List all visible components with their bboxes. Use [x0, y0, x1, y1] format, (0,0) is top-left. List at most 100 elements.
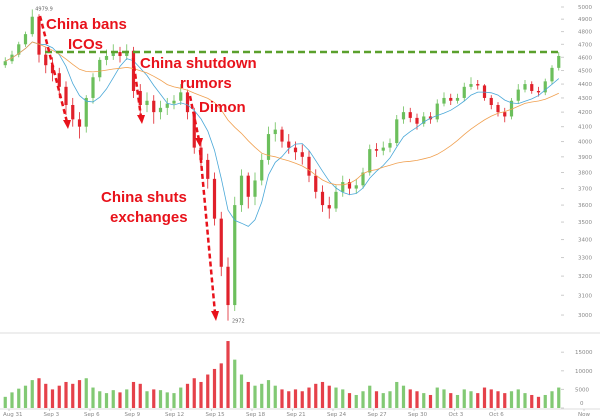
y-tick-label: 3700	[578, 187, 592, 193]
y-tick-label: 4300	[578, 96, 592, 102]
candle-body	[17, 44, 21, 55]
candle-body	[84, 97, 88, 127]
volume-bar	[334, 387, 338, 408]
volume-bar	[381, 393, 385, 408]
candle-body	[496, 104, 500, 113]
candle-body	[125, 50, 129, 56]
candle-body	[368, 149, 372, 173]
volume-bar	[408, 389, 412, 408]
arrowhead-icon	[211, 311, 219, 321]
x-tick-label: Sep 6	[84, 412, 100, 417]
arrowhead-icon	[137, 115, 145, 124]
y-tick-label: 4600	[578, 55, 592, 61]
volume-bar	[17, 388, 21, 408]
volume-bar	[138, 383, 142, 408]
candle-body	[509, 100, 514, 117]
candle-body	[543, 81, 547, 93]
arrowhead-icon	[195, 138, 203, 147]
x-tick-label: Sep 21	[287, 412, 306, 417]
volume-bar	[199, 381, 203, 408]
candle-body	[77, 119, 82, 127]
y-tick-label: 4900	[578, 17, 592, 23]
volume-tick-label: 10000	[575, 369, 593, 375]
y-tick-label: 3200	[578, 274, 592, 280]
annotation-china-bans-icos-line2: ICOs	[68, 36, 103, 53]
candle-body	[401, 112, 406, 120]
candle-body	[44, 54, 48, 66]
candle-body	[260, 159, 264, 181]
volume-bar	[179, 387, 183, 408]
x-tick-label: Sep 3	[44, 412, 60, 417]
candle-body	[266, 134, 271, 160]
y-tick-label: 3900	[578, 155, 592, 161]
candle-body	[530, 84, 534, 91]
volume-bar	[449, 393, 453, 408]
x-tick-label: Sep 18	[246, 412, 266, 417]
candle-body	[503, 112, 507, 117]
candle-body	[415, 117, 419, 124]
candle-body	[307, 156, 311, 176]
y-tick-label: 3600	[578, 203, 592, 209]
candle-body	[449, 97, 453, 101]
candle-body	[442, 97, 446, 104]
volume-bar	[341, 389, 345, 408]
volume-bar	[503, 393, 507, 408]
volume-bar	[300, 391, 304, 408]
x-tick-label: Oct 6	[489, 412, 504, 417]
volume-bar	[557, 387, 561, 408]
candle-body	[98, 59, 102, 78]
volume-bar	[239, 374, 244, 408]
candle-body	[50, 65, 55, 74]
candle-body	[253, 180, 257, 197]
volume-bar	[496, 391, 500, 408]
candle-body	[23, 34, 28, 45]
volume-bar	[212, 368, 217, 408]
candle-body	[226, 266, 230, 306]
y-tick-label: 3100	[578, 293, 592, 299]
candle-body	[354, 185, 358, 189]
candle-body	[476, 84, 480, 86]
candles	[3, 9, 561, 321]
volume-bar	[37, 378, 41, 408]
candle-body	[462, 86, 466, 98]
volume-bar	[327, 385, 331, 408]
x-tick-label: Sep 15	[206, 412, 226, 417]
candle-body	[489, 97, 493, 105]
moving-averages	[5, 41, 560, 227]
low-label: 2972	[232, 319, 245, 325]
volume-bar	[71, 383, 75, 408]
volume-bar	[152, 389, 156, 408]
volume-bar	[185, 383, 190, 408]
volume-bar	[260, 383, 264, 408]
y-tick-label: 4700	[578, 42, 592, 48]
candle-body	[388, 143, 392, 148]
candle-body	[111, 52, 115, 56]
volume-bar	[368, 385, 372, 408]
volume-bar	[206, 374, 210, 408]
candle-body	[91, 77, 95, 98]
annotation-china-shutdown-rumors-line2: rumors	[180, 75, 232, 92]
annotation-china-shuts-exchanges: China shuts	[101, 189, 187, 206]
x-tick-label: Sep 9	[125, 412, 141, 417]
x-tick-label: Sep 30	[408, 412, 428, 417]
volume-bar	[374, 391, 379, 408]
candle-body	[408, 112, 412, 118]
candle-body	[395, 119, 399, 144]
volume-bar	[64, 381, 68, 408]
volume-bar	[77, 380, 82, 408]
candle-body	[118, 52, 122, 56]
volume-bar	[57, 385, 61, 408]
volume-bar	[118, 392, 122, 408]
candle-body	[71, 104, 75, 120]
y-tick-label: 4800	[578, 30, 592, 36]
candle-body	[206, 159, 210, 179]
volume-bar	[536, 396, 541, 408]
candle-body	[327, 205, 331, 209]
volume-bar	[442, 389, 446, 408]
volume-bar	[516, 389, 520, 408]
candle-body	[145, 100, 149, 105]
volume-bar	[509, 391, 514, 408]
volume-bar	[165, 392, 169, 408]
volume-bar	[462, 389, 466, 408]
